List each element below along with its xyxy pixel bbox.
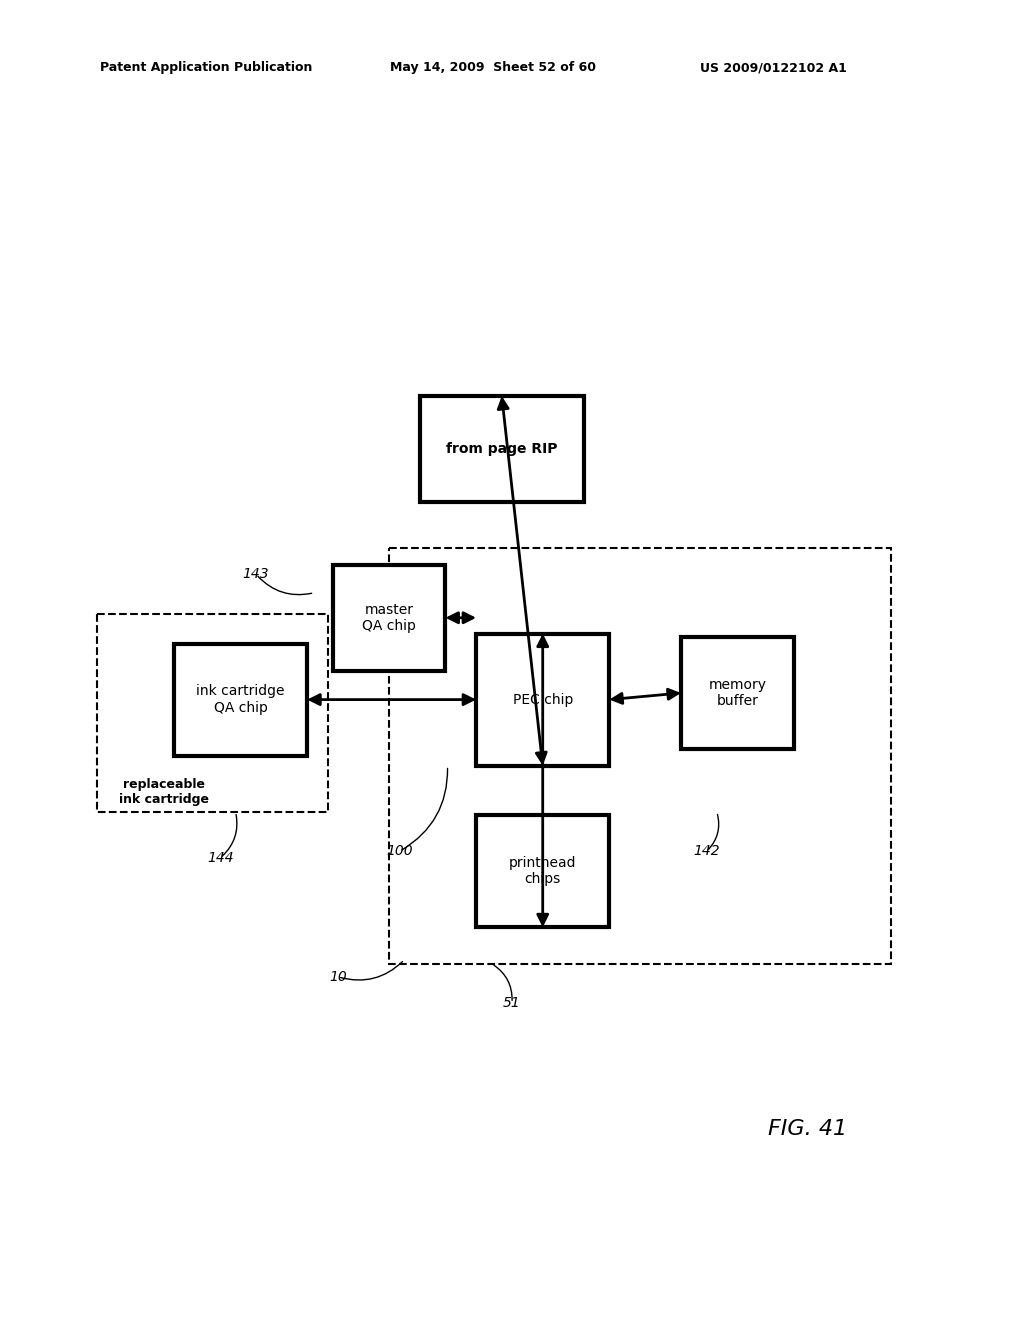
Bar xyxy=(389,548,891,964)
Text: 143: 143 xyxy=(243,568,269,581)
Text: May 14, 2009  Sheet 52 of 60: May 14, 2009 Sheet 52 of 60 xyxy=(390,62,596,74)
Text: Patent Application Publication: Patent Application Publication xyxy=(100,62,312,74)
Text: replaceable
ink cartridge: replaceable ink cartridge xyxy=(119,777,209,807)
Bar xyxy=(174,644,307,756)
Bar xyxy=(333,565,445,671)
Text: from page RIP: from page RIP xyxy=(446,442,557,455)
Bar xyxy=(97,614,328,812)
Text: US 2009/0122102 A1: US 2009/0122102 A1 xyxy=(700,62,847,74)
Text: 100: 100 xyxy=(386,845,413,858)
Text: 144: 144 xyxy=(207,851,233,865)
Bar xyxy=(681,638,794,750)
Text: 51: 51 xyxy=(503,997,521,1010)
Text: printhead
chips: printhead chips xyxy=(509,857,577,886)
Text: master
QA chip: master QA chip xyxy=(362,603,416,632)
Text: PEC chip: PEC chip xyxy=(513,693,572,706)
Text: ink cartridge
QA chip: ink cartridge QA chip xyxy=(197,685,285,714)
Text: FIG. 41: FIG. 41 xyxy=(768,1118,847,1139)
Text: 142: 142 xyxy=(693,845,720,858)
Bar xyxy=(476,814,609,928)
Bar xyxy=(476,634,609,766)
Text: memory
buffer: memory buffer xyxy=(709,678,766,708)
Text: 10: 10 xyxy=(329,970,347,983)
Bar xyxy=(420,396,584,502)
